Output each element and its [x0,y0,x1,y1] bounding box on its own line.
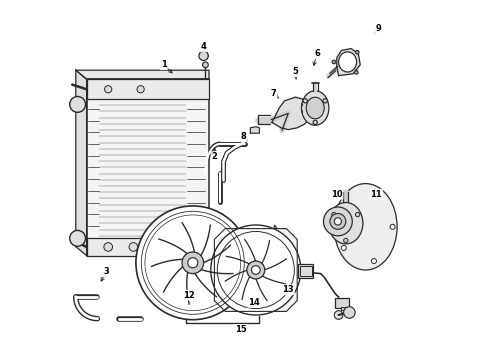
Circle shape [202,62,208,68]
Bar [87,79,209,256]
Circle shape [355,212,360,217]
Text: 15: 15 [236,325,247,334]
Circle shape [343,307,355,318]
Text: 8: 8 [240,132,246,141]
Text: 7: 7 [271,89,277,98]
Circle shape [323,207,352,236]
Circle shape [334,218,342,225]
Circle shape [355,71,358,74]
Text: 12: 12 [183,291,195,300]
Circle shape [323,99,327,103]
Circle shape [341,203,346,208]
Text: 9: 9 [375,24,381,33]
Text: 13: 13 [282,285,294,294]
Polygon shape [272,97,310,130]
Ellipse shape [339,52,357,72]
Circle shape [341,246,346,251]
Circle shape [179,243,188,251]
Circle shape [371,190,376,195]
Ellipse shape [306,97,324,119]
Circle shape [334,311,343,319]
Circle shape [343,238,348,243]
Text: 3: 3 [103,267,109,276]
Circle shape [70,96,86,112]
Circle shape [332,60,336,64]
Circle shape [70,230,86,246]
Polygon shape [337,49,360,76]
Circle shape [154,243,163,251]
Circle shape [136,206,250,320]
Polygon shape [215,229,297,311]
Circle shape [211,225,301,315]
Ellipse shape [301,91,329,125]
Circle shape [129,243,138,251]
Ellipse shape [329,202,363,244]
Text: 2: 2 [212,152,218,161]
Circle shape [188,258,198,268]
Circle shape [303,99,307,103]
Text: 10: 10 [331,190,343,199]
Text: 6: 6 [314,49,320,58]
Bar [87,238,209,256]
Circle shape [182,252,204,274]
Circle shape [355,50,359,54]
Circle shape [332,212,336,217]
Text: 14: 14 [248,298,260,307]
Circle shape [199,51,208,60]
Text: 11: 11 [370,190,382,199]
Bar [335,298,349,308]
Circle shape [137,86,144,93]
Circle shape [330,213,346,229]
Circle shape [247,261,265,279]
Bar [298,264,314,278]
Circle shape [104,243,113,251]
Polygon shape [250,127,259,133]
Circle shape [251,266,260,274]
Text: 5: 5 [293,68,298,77]
Ellipse shape [334,184,397,270]
Text: 4: 4 [201,42,207,51]
Circle shape [390,224,395,229]
Text: 1: 1 [161,60,167,69]
Circle shape [104,86,112,93]
Polygon shape [76,70,87,256]
Bar [300,266,312,276]
Circle shape [371,258,376,264]
Bar [87,79,209,99]
Bar [342,307,349,310]
Circle shape [313,120,318,125]
Polygon shape [76,70,209,79]
